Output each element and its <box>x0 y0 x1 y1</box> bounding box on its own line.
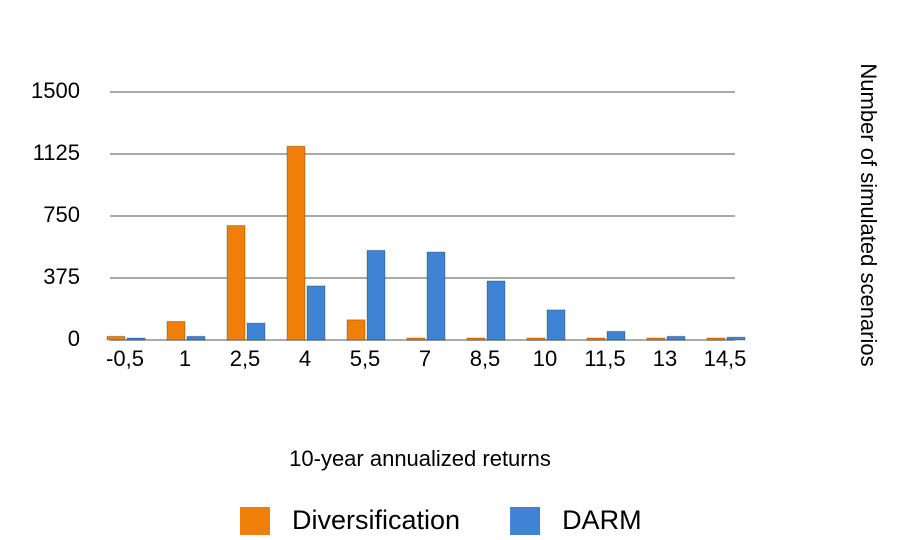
bar <box>466 337 486 341</box>
bar <box>406 337 426 341</box>
bar <box>586 337 606 341</box>
x-tick-label: 7 <box>419 346 431 371</box>
bar <box>486 280 506 341</box>
y-axis-label: Number of simulated scenarios <box>856 63 881 366</box>
bar <box>606 330 626 341</box>
x-tick-label: 4 <box>299 346 311 371</box>
bar <box>666 335 686 341</box>
bar <box>246 322 266 341</box>
bar <box>346 319 366 341</box>
bar <box>186 335 206 341</box>
bar <box>126 337 146 341</box>
bar <box>106 335 126 341</box>
bar <box>426 251 446 341</box>
x-tick-label: 14,5 <box>704 346 747 371</box>
bar <box>306 285 326 341</box>
bar <box>526 337 546 341</box>
y-tick-label: 1500 <box>31 78 80 103</box>
x-tick-label: -0,5 <box>106 346 144 371</box>
y-tick-label: 0 <box>68 326 80 351</box>
bar <box>646 337 666 341</box>
x-tick-label: 11,5 <box>584 346 625 371</box>
bar <box>366 249 386 341</box>
x-tick-label: 5,5 <box>350 346 381 371</box>
bar <box>286 145 306 341</box>
x-tick-label: 13 <box>653 346 677 371</box>
bar <box>726 336 746 341</box>
x-axis-label: 10-year annualized returns <box>289 446 551 471</box>
bar <box>546 309 566 341</box>
x-tick-label: 1 <box>179 346 191 371</box>
legend-label: DARM <box>562 505 642 535</box>
y-tick-label: 375 <box>43 264 80 289</box>
legend-swatch <box>240 507 270 537</box>
x-tick-label: 10 <box>533 346 557 371</box>
legend-label: Diversification <box>292 505 460 535</box>
y-tick-label: 1125 <box>33 140 80 165</box>
x-tick-label: 2,5 <box>230 346 261 371</box>
x-tick-label: 8,5 <box>470 346 501 371</box>
bar <box>706 337 726 341</box>
y-tick-label: 750 <box>43 202 80 227</box>
bar <box>226 225 246 341</box>
bar <box>166 320 186 341</box>
legend-swatch <box>510 507 541 537</box>
